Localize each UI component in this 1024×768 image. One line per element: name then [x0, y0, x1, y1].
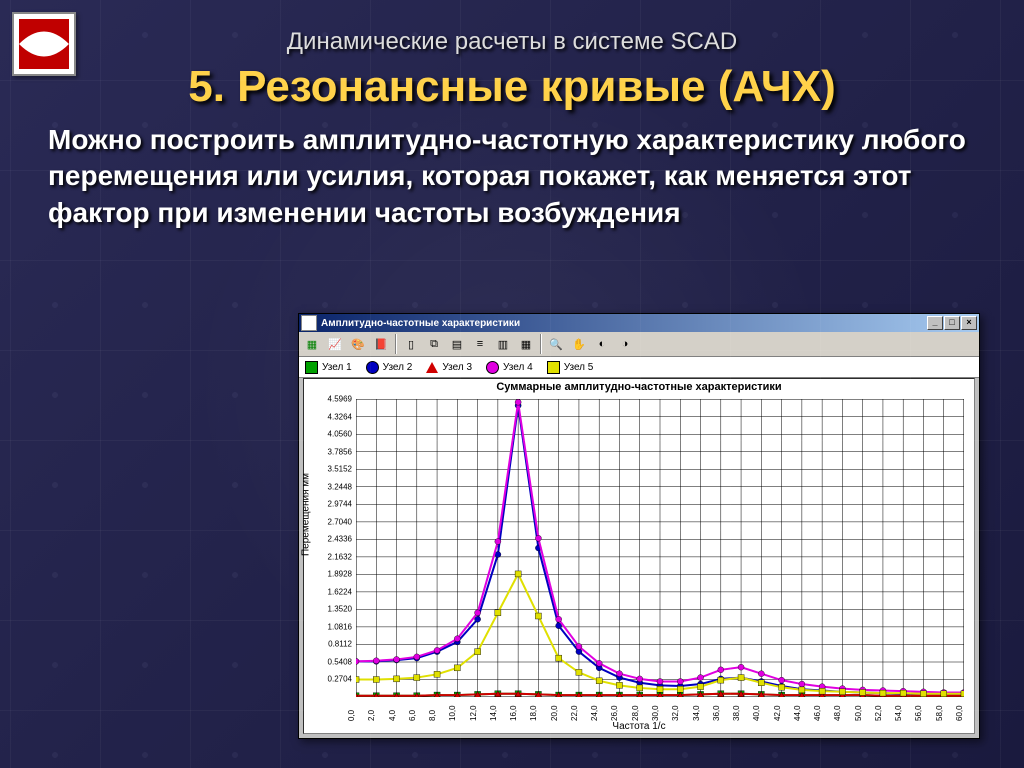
x-tick: 42,0 [773, 705, 782, 721]
legend-item-5[interactable]: Узел 5 [547, 361, 594, 374]
y-tick: 4.5969 [328, 395, 352, 404]
x-tick: 2,0 [367, 710, 376, 721]
slide-body: Можно построить амплитудно-частотную хар… [48, 122, 976, 231]
x-tick: 38,0 [732, 705, 741, 721]
x-tick: 4,0 [388, 710, 397, 721]
slide-title: 5. Резонансные кривые (АЧХ) [0, 62, 1024, 112]
x-ticks: 0,02,04,06,08,010,012,014,016,018,020,02… [356, 699, 964, 723]
supertitle: Динамические расчеты в системе SCAD [0, 28, 1024, 56]
x-tick: 48,0 [833, 705, 842, 721]
x-tick: 8,0 [428, 710, 437, 721]
y-tick: 4.3264 [328, 412, 352, 421]
x-tick: 22,0 [570, 705, 579, 721]
x-tick: 56,0 [914, 705, 923, 721]
y-tick: 2.4336 [328, 535, 352, 544]
page-icon[interactable]: ▯ [400, 333, 422, 355]
legend-label: Узел 1 [322, 362, 352, 373]
y-tick: 3.7856 [328, 447, 352, 456]
x-tick: 30,0 [651, 705, 660, 721]
legend-label: Узел 5 [564, 362, 594, 373]
y-tick: 3.2448 [328, 482, 352, 491]
y-tick: 0.5408 [328, 657, 352, 666]
bars-icon[interactable]: ▥ [492, 333, 514, 355]
tool1-icon[interactable]: ◐ [591, 333, 613, 355]
x-tick: 16,0 [509, 705, 518, 721]
y-ticks: 0.2704 0.5408 0.8112 1.0816 1.3520 1.6224 1.89… [318, 399, 354, 697]
legend: Узел 1 Узел 2 Узел 3 Узел 4 Узел 5 [299, 357, 979, 378]
legend-item-3[interactable]: Узел 3 [426, 362, 472, 373]
book-icon[interactable]: 📕 [370, 333, 392, 355]
y-tick: 2.7040 [328, 517, 352, 526]
x-tick: 26,0 [610, 705, 619, 721]
chart-green-icon[interactable]: ▦ [301, 333, 323, 355]
legend-item-1[interactable]: Узел 1 [305, 361, 352, 374]
x-tick: 60,0 [955, 705, 964, 721]
x-tick: 54,0 [894, 705, 903, 721]
y-tick: 4.0560 [328, 430, 352, 439]
x-tick: 14,0 [489, 705, 498, 721]
maximize-button[interactable]: □ [944, 316, 960, 330]
table-icon[interactable]: ▦ [515, 333, 537, 355]
minimize-button[interactable]: _ [927, 316, 943, 330]
chart-title: Суммарные амплитудно-частотные характери… [304, 381, 974, 393]
x-tick: 10,0 [448, 705, 457, 721]
toolbar: ▦📈🎨📕▯⧉▤≡▥▦🔍✋◐◑ [299, 332, 979, 357]
y-tick: 1.8928 [328, 570, 352, 579]
legend-label: Узел 3 [442, 362, 472, 373]
doc-icon[interactable]: ▤ [446, 333, 468, 355]
app-icon [301, 315, 317, 331]
x-tick: 40,0 [752, 705, 761, 721]
y-tick: 3.5152 [328, 465, 352, 474]
plot [356, 399, 964, 697]
copy-icon[interactable]: ⧉ [423, 333, 445, 355]
app-window: Амплитудно-частотные характеристики _ □ … [298, 313, 980, 739]
x-tick: 32,0 [671, 705, 680, 721]
y-tick: 2.9744 [328, 500, 352, 509]
window-title: Амплитудно-частотные характеристики [321, 318, 520, 329]
x-tick: 46,0 [813, 705, 822, 721]
tool2-icon[interactable]: ◑ [614, 333, 636, 355]
x-tick: 58,0 [935, 705, 944, 721]
x-tick: 12,0 [469, 705, 478, 721]
y-tick: 1.6224 [328, 587, 352, 596]
chart-line-icon[interactable]: 📈 [324, 333, 346, 355]
y-tick: 0.8112 [328, 640, 352, 649]
legend-label: Узел 4 [503, 362, 533, 373]
y-tick: 2.1632 [328, 552, 352, 561]
close-button[interactable]: × [961, 316, 977, 330]
y-axis-label: Перемещения мм [301, 473, 312, 556]
x-tick: 44,0 [793, 705, 802, 721]
x-tick: 0,0 [347, 710, 356, 721]
x-tick: 20,0 [550, 705, 559, 721]
palette-icon[interactable]: 🎨 [347, 333, 369, 355]
x-tick: 52,0 [874, 705, 883, 721]
x-tick: 6,0 [408, 710, 417, 721]
y-tick: 0.2704 [328, 675, 352, 684]
x-tick: 36,0 [712, 705, 721, 721]
titlebar[interactable]: Амплитудно-частотные характеристики _ □ … [299, 314, 979, 332]
x-tick: 18,0 [529, 705, 538, 721]
x-tick: 28,0 [631, 705, 640, 721]
zoom-icon[interactable]: 🔍 [545, 333, 567, 355]
legend-item-2[interactable]: Узел 2 [366, 361, 413, 374]
y-tick: 1.0816 [328, 622, 352, 631]
legend-label: Узел 2 [383, 362, 413, 373]
y-tick: 1.3520 [328, 605, 352, 614]
slide: Динамические расчеты в системе SCAD 5. Р… [0, 0, 1024, 768]
chart-area: Суммарные амплитудно-частотные характери… [303, 378, 975, 734]
legend-item-4[interactable]: Узел 4 [486, 361, 533, 374]
list-icon[interactable]: ≡ [469, 333, 491, 355]
x-tick: 24,0 [590, 705, 599, 721]
x-tick: 34,0 [692, 705, 701, 721]
x-tick: 50,0 [854, 705, 863, 721]
hand-icon[interactable]: ✋ [568, 333, 590, 355]
